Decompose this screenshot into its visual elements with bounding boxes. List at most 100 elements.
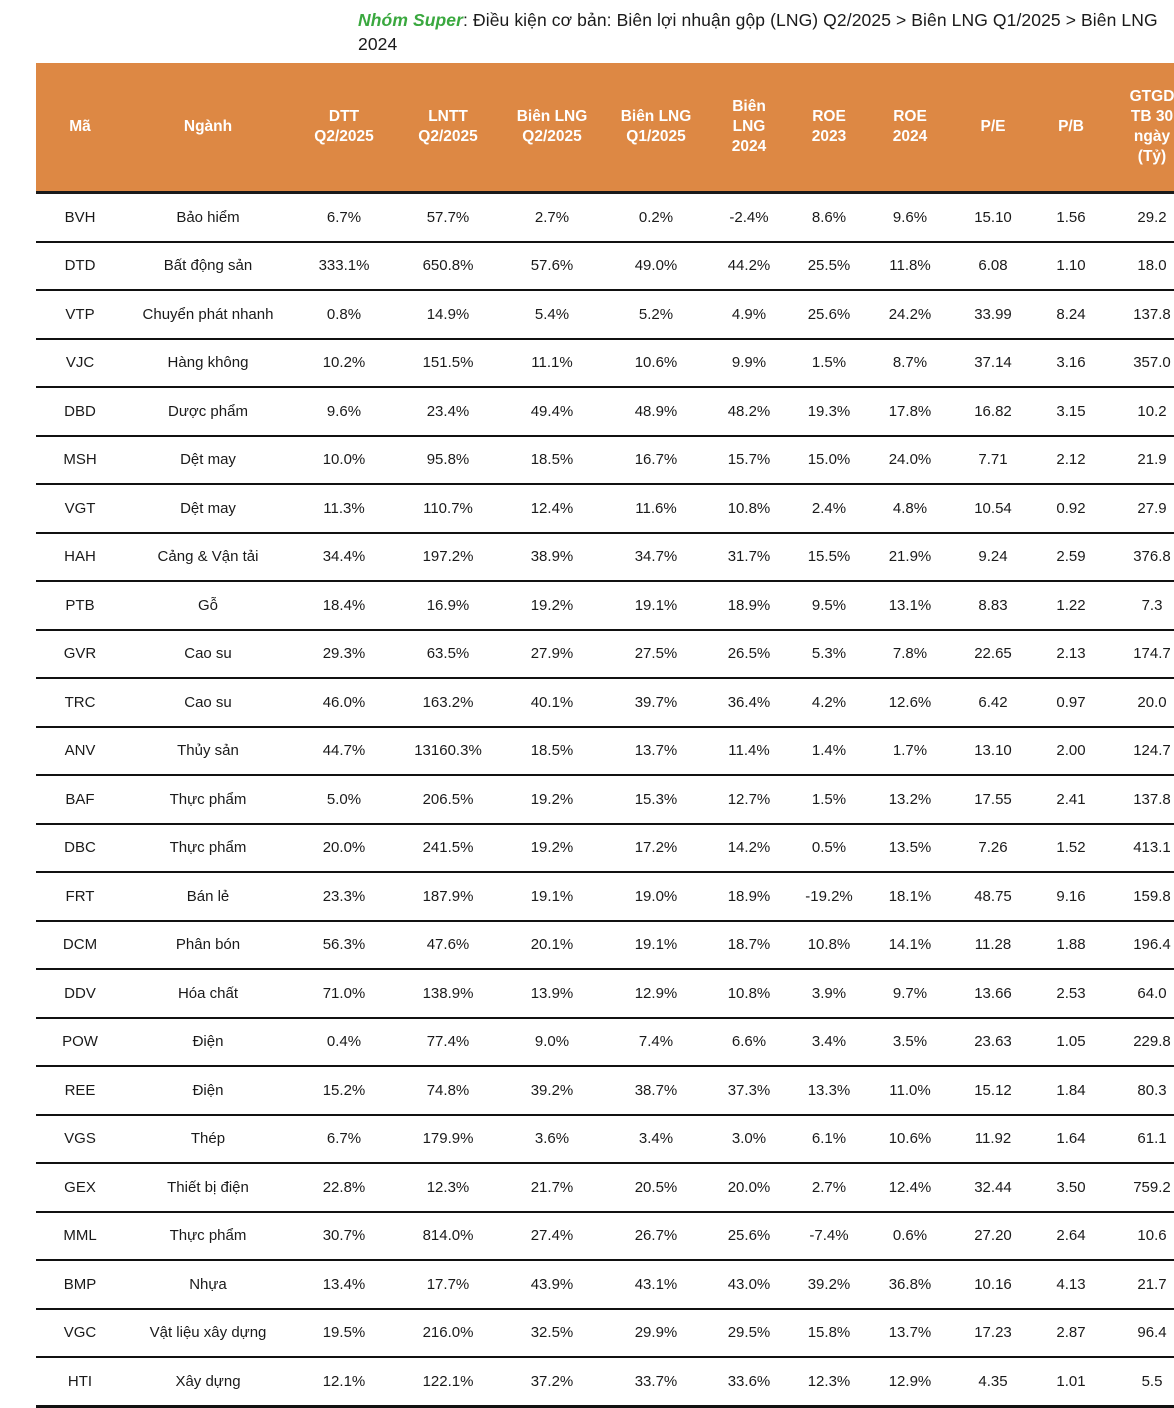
- cell-pb: 1.10: [1034, 241, 1108, 291]
- cell-roe_2023: 1.4%: [790, 726, 868, 776]
- cell-dtt: 10.2%: [292, 338, 396, 388]
- cell-nganh: Phân bón: [124, 920, 292, 970]
- cell-bien_lng_2024: 43.0%: [708, 1260, 790, 1310]
- cell-bien_lng_q2: 13.9%: [500, 969, 604, 1019]
- cell-bien_lng_2024: 18.9%: [708, 581, 790, 631]
- table-row[interactable]: TRC Cao su 46.0% 163.2% 40.1% 39.7% 36.4% 4.2% 1…: [36, 678, 1174, 728]
- table-row[interactable]: DDV Hóa chất 71.0% 138.9% 13.9% 12.9% 10.8% 3.9…: [36, 969, 1174, 1019]
- table-row[interactable]: BVH Bảo hiểm 6.7% 57.7% 2.7% 0.2% -2.4% 8.6% 9.6…: [36, 192, 1174, 243]
- table-row[interactable]: POW Điện 0.4% 77.4% 9.0% 7.4% 6.6% 3.4% 3.5% 23.6…: [36, 1017, 1174, 1067]
- table-row[interactable]: VGT Dệt may 11.3% 110.7% 12.4% 11.6% 10.8% 2.4%…: [36, 484, 1174, 534]
- cell-bien_lng_q2: 39.2%: [500, 1066, 604, 1116]
- table-row[interactable]: BAF Thực phẩm 5.0% 206.5% 19.2% 15.3% 12.7% 1.5…: [36, 775, 1174, 825]
- table-row[interactable]: HAH Cảng & Vận tải 34.4% 197.2% 38.9% 34.7% 31…: [36, 532, 1174, 582]
- column-header-nganh[interactable]: Ngành: [124, 63, 292, 193]
- table-row[interactable]: VGC Vật liệu xây dựng 19.5% 216.0% 32.5% 29.9…: [36, 1308, 1174, 1358]
- cell-bien_lng_q1: 11.6%: [604, 484, 708, 534]
- cell-pe: 15.10: [952, 192, 1034, 243]
- cell-lntt: 16.9%: [396, 581, 500, 631]
- cell-bien_lng_q2: 27.4%: [500, 1211, 604, 1261]
- cell-pb: 1.56: [1034, 192, 1108, 243]
- cell-roe_2023: 3.4%: [790, 1017, 868, 1067]
- cell-roe_2023: 15.0%: [790, 435, 868, 485]
- column-header-roe_2024[interactable]: ROE 2024: [868, 63, 952, 193]
- cell-pe: 7.71: [952, 435, 1034, 485]
- cell-nganh: Dệt may: [124, 484, 292, 534]
- column-header-bien_lng_q2[interactable]: Biên LNG Q2/2025: [500, 63, 604, 193]
- column-header-bien_lng_q1[interactable]: Biên LNG Q1/2025: [604, 63, 708, 193]
- cell-bien_lng_2024: 10.8%: [708, 484, 790, 534]
- table-row[interactable]: PTB Gỗ 18.4% 16.9% 19.2% 19.1% 18.9% 9.5% 13.1% 8…: [36, 581, 1174, 631]
- cell-roe_2024: 21.9%: [868, 532, 952, 582]
- table-row[interactable]: VTP Chuyển phát nhanh 0.8% 14.9% 5.4% 5.2% 4.9…: [36, 290, 1174, 340]
- cell-pe: 22.65: [952, 629, 1034, 679]
- table-row[interactable]: BMP Nhựa 13.4% 17.7% 43.9% 43.1% 43.0% 39.2% 36.…: [36, 1260, 1174, 1310]
- column-header-pb[interactable]: P/B: [1034, 63, 1108, 193]
- column-header-roe_2023[interactable]: ROE 2023: [790, 63, 868, 193]
- cell-bien_lng_q1: 13.7%: [604, 726, 708, 776]
- cell-dtt: 6.7%: [292, 192, 396, 243]
- cell-pe: 6.42: [952, 678, 1034, 728]
- table-row[interactable]: ANV Thủy sản 44.7% 13160.3% 18.5% 13.7% 11.4% 1…: [36, 726, 1174, 776]
- cell-nganh: Hóa chất: [124, 969, 292, 1019]
- table-row[interactable]: VJC Hàng không 10.2% 151.5% 11.1% 10.6% 9.9% 1.…: [36, 338, 1174, 388]
- cell-ma: DCM: [36, 920, 124, 970]
- cell-nganh: Nhựa: [124, 1260, 292, 1310]
- table-row[interactable]: VGS Thép 6.7% 179.9% 3.6% 3.4% 3.0% 6.1% 10.6% 11…: [36, 1114, 1174, 1164]
- table-row[interactable]: MML Thực phẩm 30.7% 814.0% 27.4% 26.7% 25.6% -7…: [36, 1211, 1174, 1261]
- cell-nganh: Bán lẻ: [124, 872, 292, 922]
- table-row[interactable]: FRT Bán lẻ 23.3% 187.9% 19.1% 19.0% 18.9% -19.2…: [36, 872, 1174, 922]
- cell-nganh: Cao su: [124, 678, 292, 728]
- cell-roe_2024: 12.4%: [868, 1163, 952, 1213]
- cell-bien_lng_q2: 19.2%: [500, 823, 604, 873]
- cell-pe: 27.20: [952, 1211, 1034, 1261]
- cell-bien_lng_q1: 43.1%: [604, 1260, 708, 1310]
- table-row[interactable]: DBD Dược phẩm 9.6% 23.4% 49.4% 48.9% 48.2% 19.3…: [36, 387, 1174, 437]
- stock-screener-page: Nhóm Super: Điều kiện cơ bản: Biên lợi n…: [36, 10, 1174, 1408]
- cell-pe: 23.63: [952, 1017, 1034, 1067]
- cell-bien_lng_2024: 25.6%: [708, 1211, 790, 1261]
- column-header-line: P/B: [1058, 118, 1084, 136]
- cell-bien_lng_q2: 3.6%: [500, 1114, 604, 1164]
- cell-dtt: 44.7%: [292, 726, 396, 776]
- column-header-bien_lng_2024[interactable]: Biên LNG 2024: [708, 63, 790, 193]
- table-row[interactable]: GEX Thiết bị điện 22.8% 12.3% 21.7% 20.5% 20.0…: [36, 1163, 1174, 1213]
- column-header-line: 2024: [731, 137, 767, 155]
- cell-pb: 1.64: [1034, 1114, 1108, 1164]
- cell-bien_lng_q1: 38.7%: [604, 1066, 708, 1116]
- column-header-line: Mã: [69, 118, 91, 136]
- cell-gtgd: 61.1: [1108, 1114, 1174, 1164]
- cell-gtgd: 759.2: [1108, 1163, 1174, 1213]
- cell-pb: 4.13: [1034, 1260, 1108, 1310]
- column-header-line: ngày: [1133, 128, 1171, 145]
- table-row[interactable]: MSH Dệt may 10.0% 95.8% 18.5% 16.7% 15.7% 15.0%…: [36, 435, 1174, 485]
- cell-bien_lng_2024: 31.7%: [708, 532, 790, 582]
- table-row[interactable]: HTI Xây dựng 12.1% 122.1% 37.2% 33.7% 33.6% 12.…: [36, 1357, 1174, 1408]
- table-row[interactable]: DTD Bất động sản 333.1% 650.8% 57.6% 49.0% 44.…: [36, 241, 1174, 291]
- column-header-ma[interactable]: Mã: [36, 63, 124, 193]
- cell-roe_2024: 8.7%: [868, 338, 952, 388]
- cell-nganh: Bất động sản: [124, 241, 292, 291]
- table-row[interactable]: REE Điện 15.2% 74.8% 39.2% 38.7% 37.3% 13.3% 11.…: [36, 1066, 1174, 1116]
- cell-pb: 3.15: [1034, 387, 1108, 437]
- cell-bien_lng_q2: 38.9%: [500, 532, 604, 582]
- cell-bien_lng_2024: 20.0%: [708, 1163, 790, 1213]
- table-row[interactable]: GVR Cao su 29.3% 63.5% 27.9% 27.5% 26.5% 5.3% 7.…: [36, 629, 1174, 679]
- cell-ma: VGC: [36, 1308, 124, 1358]
- cell-gtgd: 159.8: [1108, 872, 1174, 922]
- cell-lntt: 12.3%: [396, 1163, 500, 1213]
- cell-pe: 33.99: [952, 290, 1034, 340]
- cell-bien_lng_q2: 18.5%: [500, 435, 604, 485]
- column-header-dtt[interactable]: DTT Q2/2025: [292, 63, 396, 193]
- cell-pb: 2.87: [1034, 1308, 1108, 1358]
- cell-dtt: 46.0%: [292, 678, 396, 728]
- column-header-gtgd[interactable]: GTGD TB 30 ngày (Tỷ): [1108, 63, 1174, 193]
- cell-roe_2023: 1.5%: [790, 338, 868, 388]
- table-row[interactable]: DCM Phân bón 56.3% 47.6% 20.1% 19.1% 18.7% 10.8…: [36, 920, 1174, 970]
- table-row[interactable]: DBC Thực phẩm 20.0% 241.5% 19.2% 17.2% 14.2% 0.…: [36, 823, 1174, 873]
- cell-bien_lng_q1: 19.1%: [604, 581, 708, 631]
- column-header-pe[interactable]: P/E: [952, 63, 1034, 193]
- column-header-line: TB 30: [1130, 108, 1174, 126]
- cell-roe_2024: 1.7%: [868, 726, 952, 776]
- column-header-lntt[interactable]: LNTT Q2/2025: [396, 63, 500, 193]
